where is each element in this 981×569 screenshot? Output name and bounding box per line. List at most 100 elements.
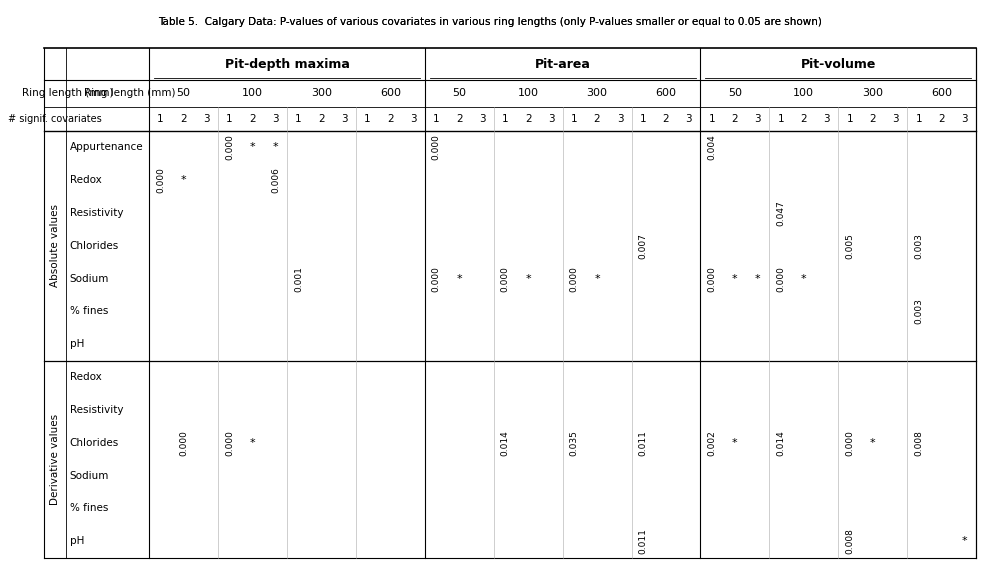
Text: 1: 1: [295, 114, 302, 124]
Text: Table 5.  Calgary Data: P-values of various covariates in various ring lengths (: Table 5. Calgary Data: P-values of vario…: [159, 17, 822, 27]
Text: Chlorides: Chlorides: [70, 241, 119, 251]
Text: 50: 50: [452, 88, 466, 98]
Text: 0.000: 0.000: [432, 266, 440, 291]
Text: 50: 50: [728, 88, 742, 98]
Text: *: *: [755, 274, 760, 283]
Text: 2: 2: [318, 114, 325, 124]
Text: 0.003: 0.003: [914, 233, 923, 259]
Text: *: *: [181, 175, 186, 185]
Text: 300: 300: [311, 88, 332, 98]
Text: 0.011: 0.011: [639, 430, 647, 456]
Text: 1: 1: [227, 114, 232, 124]
Text: 0.000: 0.000: [225, 430, 234, 456]
Text: Sodium: Sodium: [70, 471, 109, 481]
Text: 0.000: 0.000: [180, 430, 188, 456]
Text: *: *: [526, 274, 531, 283]
Text: Chlorides: Chlorides: [70, 438, 119, 448]
Text: 0.014: 0.014: [776, 430, 786, 456]
Text: 3: 3: [479, 114, 486, 124]
Text: 1: 1: [571, 114, 578, 124]
Text: Derivative values: Derivative values: [50, 414, 60, 505]
Text: 3: 3: [203, 114, 210, 124]
Text: 600: 600: [931, 88, 953, 98]
Text: 0.003: 0.003: [914, 299, 923, 324]
Text: 0.000: 0.000: [707, 266, 716, 291]
Text: *: *: [732, 274, 738, 283]
Text: 0.002: 0.002: [707, 430, 716, 456]
Text: 2: 2: [387, 114, 393, 124]
Text: 300: 300: [587, 88, 607, 98]
Text: 3: 3: [823, 114, 830, 124]
Text: 600: 600: [655, 88, 677, 98]
Text: *: *: [801, 274, 806, 283]
Text: 1: 1: [502, 114, 508, 124]
Text: Sodium: Sodium: [70, 274, 109, 283]
Text: 3: 3: [410, 114, 417, 124]
Text: Pit-depth maxima: Pit-depth maxima: [225, 57, 349, 71]
Text: pH: pH: [70, 536, 84, 546]
Text: 1: 1: [364, 114, 371, 124]
Text: 0.000: 0.000: [570, 266, 579, 291]
Text: 0.004: 0.004: [707, 134, 716, 160]
Text: Ring length (mm): Ring length (mm): [83, 88, 176, 98]
Text: 1: 1: [915, 114, 922, 124]
Text: Redox: Redox: [70, 372, 101, 382]
Text: *: *: [273, 142, 279, 152]
Text: *: *: [456, 274, 462, 283]
Text: 3: 3: [341, 114, 347, 124]
Text: 0.005: 0.005: [846, 233, 854, 259]
Text: 1: 1: [708, 114, 715, 124]
Text: *: *: [250, 438, 255, 448]
Text: 300: 300: [862, 88, 883, 98]
Text: 2: 2: [732, 114, 739, 124]
Text: 0.000: 0.000: [500, 266, 510, 291]
Text: Table 5.  Calgary Data: P-values of various covariates in various ring lengths (: Table 5. Calgary Data: P-values of vario…: [159, 17, 822, 27]
Text: 2: 2: [456, 114, 463, 124]
Text: Pit-volume: Pit-volume: [800, 57, 876, 71]
Text: 0.000: 0.000: [156, 167, 165, 193]
Text: *: *: [250, 142, 255, 152]
Text: *: *: [961, 536, 967, 546]
Text: *: *: [870, 438, 875, 448]
Text: 100: 100: [794, 88, 814, 98]
Text: 0.035: 0.035: [570, 430, 579, 456]
Text: 2: 2: [800, 114, 807, 124]
Text: 0.006: 0.006: [271, 167, 280, 193]
Text: 2: 2: [869, 114, 876, 124]
Text: 1: 1: [157, 114, 164, 124]
Text: 1: 1: [433, 114, 439, 124]
Text: 2: 2: [938, 114, 945, 124]
Text: 2: 2: [594, 114, 600, 124]
Text: 100: 100: [242, 88, 263, 98]
Text: 2: 2: [662, 114, 669, 124]
Text: % fines: % fines: [70, 307, 108, 316]
Text: 3: 3: [547, 114, 554, 124]
Text: 3: 3: [754, 114, 761, 124]
Text: 600: 600: [380, 88, 401, 98]
Text: 2: 2: [525, 114, 532, 124]
Text: 0.014: 0.014: [500, 430, 510, 456]
Text: Ring length (mm): Ring length (mm): [23, 88, 114, 98]
Text: 0.008: 0.008: [846, 528, 854, 554]
Text: 1: 1: [778, 114, 784, 124]
Text: Resistivity: Resistivity: [70, 208, 124, 218]
Text: 2: 2: [181, 114, 187, 124]
Text: 0.001: 0.001: [294, 266, 303, 291]
Text: 0.008: 0.008: [914, 430, 923, 456]
Text: 0.000: 0.000: [776, 266, 786, 291]
Text: Pit-area: Pit-area: [535, 57, 591, 71]
Text: 0.000: 0.000: [846, 430, 854, 456]
Text: 1: 1: [640, 114, 646, 124]
Text: 0.000: 0.000: [432, 134, 440, 160]
Text: *: *: [732, 438, 738, 448]
Text: # signif. covariates: # signif. covariates: [8, 114, 102, 124]
Text: Redox: Redox: [70, 175, 101, 185]
Text: 0.007: 0.007: [639, 233, 647, 259]
Text: *: *: [594, 274, 599, 283]
Text: % fines: % fines: [70, 504, 108, 513]
Text: 3: 3: [961, 114, 968, 124]
Text: 0.047: 0.047: [776, 200, 786, 226]
Text: Appurtenance: Appurtenance: [70, 142, 143, 152]
Text: 3: 3: [617, 114, 623, 124]
Text: 2: 2: [249, 114, 256, 124]
